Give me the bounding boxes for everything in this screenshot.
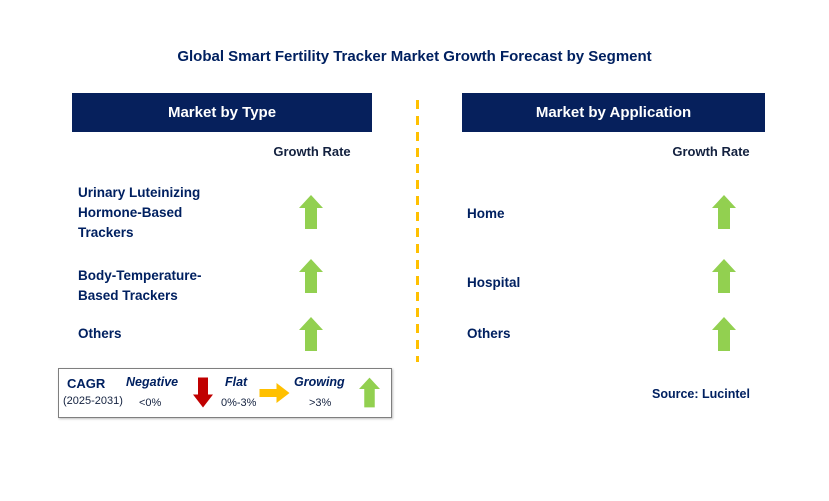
legend-label-growing: Growing (294, 375, 345, 389)
segment-label: Hospital (467, 275, 521, 290)
legend-range-negative: <0% (139, 397, 162, 409)
growth-up-arrow-icon (712, 194, 736, 230)
legend-label-negative: Negative (126, 375, 179, 389)
growth-up-arrow-icon (299, 194, 323, 230)
cagr-legend: CAGR (2025-2031) Negative <0% Flat 0%-3%… (58, 368, 392, 418)
cagr-period: (2025-2031) (63, 395, 123, 407)
segment-label: Others (78, 326, 122, 341)
legend-range-growing: >3% (309, 397, 332, 409)
segment-label: Urinary Luteinizing Hormone-Based Tracke… (78, 185, 201, 240)
segment-label: Home (467, 206, 505, 221)
panel-divider (416, 100, 419, 362)
segment-label: Body-Temperature-Based Trackers (78, 268, 202, 303)
left-panel-header: Market by Type (72, 93, 372, 132)
growth-up-arrow-icon (299, 258, 323, 294)
page-title: Global Smart Fertility Tracker Market Gr… (177, 48, 652, 65)
flat-right-arrow-icon (259, 383, 290, 403)
cagr-label: CAGR (67, 376, 106, 391)
growth-up-arrow-icon (712, 316, 736, 352)
right-panel-header: Market by Application (462, 93, 765, 132)
source-credit: Source: Lucintel (652, 387, 750, 401)
right-growth-rate-label: Growth Rate (672, 144, 750, 159)
growth-up-arrow-icon (299, 316, 323, 352)
legend-label-flat: Flat (225, 375, 248, 389)
left-growth-rate-label: Growth Rate (273, 144, 351, 159)
growth-up-arrow-icon (359, 376, 380, 409)
legend-range-flat: 0%-3% (221, 397, 257, 409)
segment-label: Others (467, 326, 511, 341)
growth-up-arrow-icon (712, 258, 736, 294)
negative-down-arrow-icon (193, 377, 213, 408)
